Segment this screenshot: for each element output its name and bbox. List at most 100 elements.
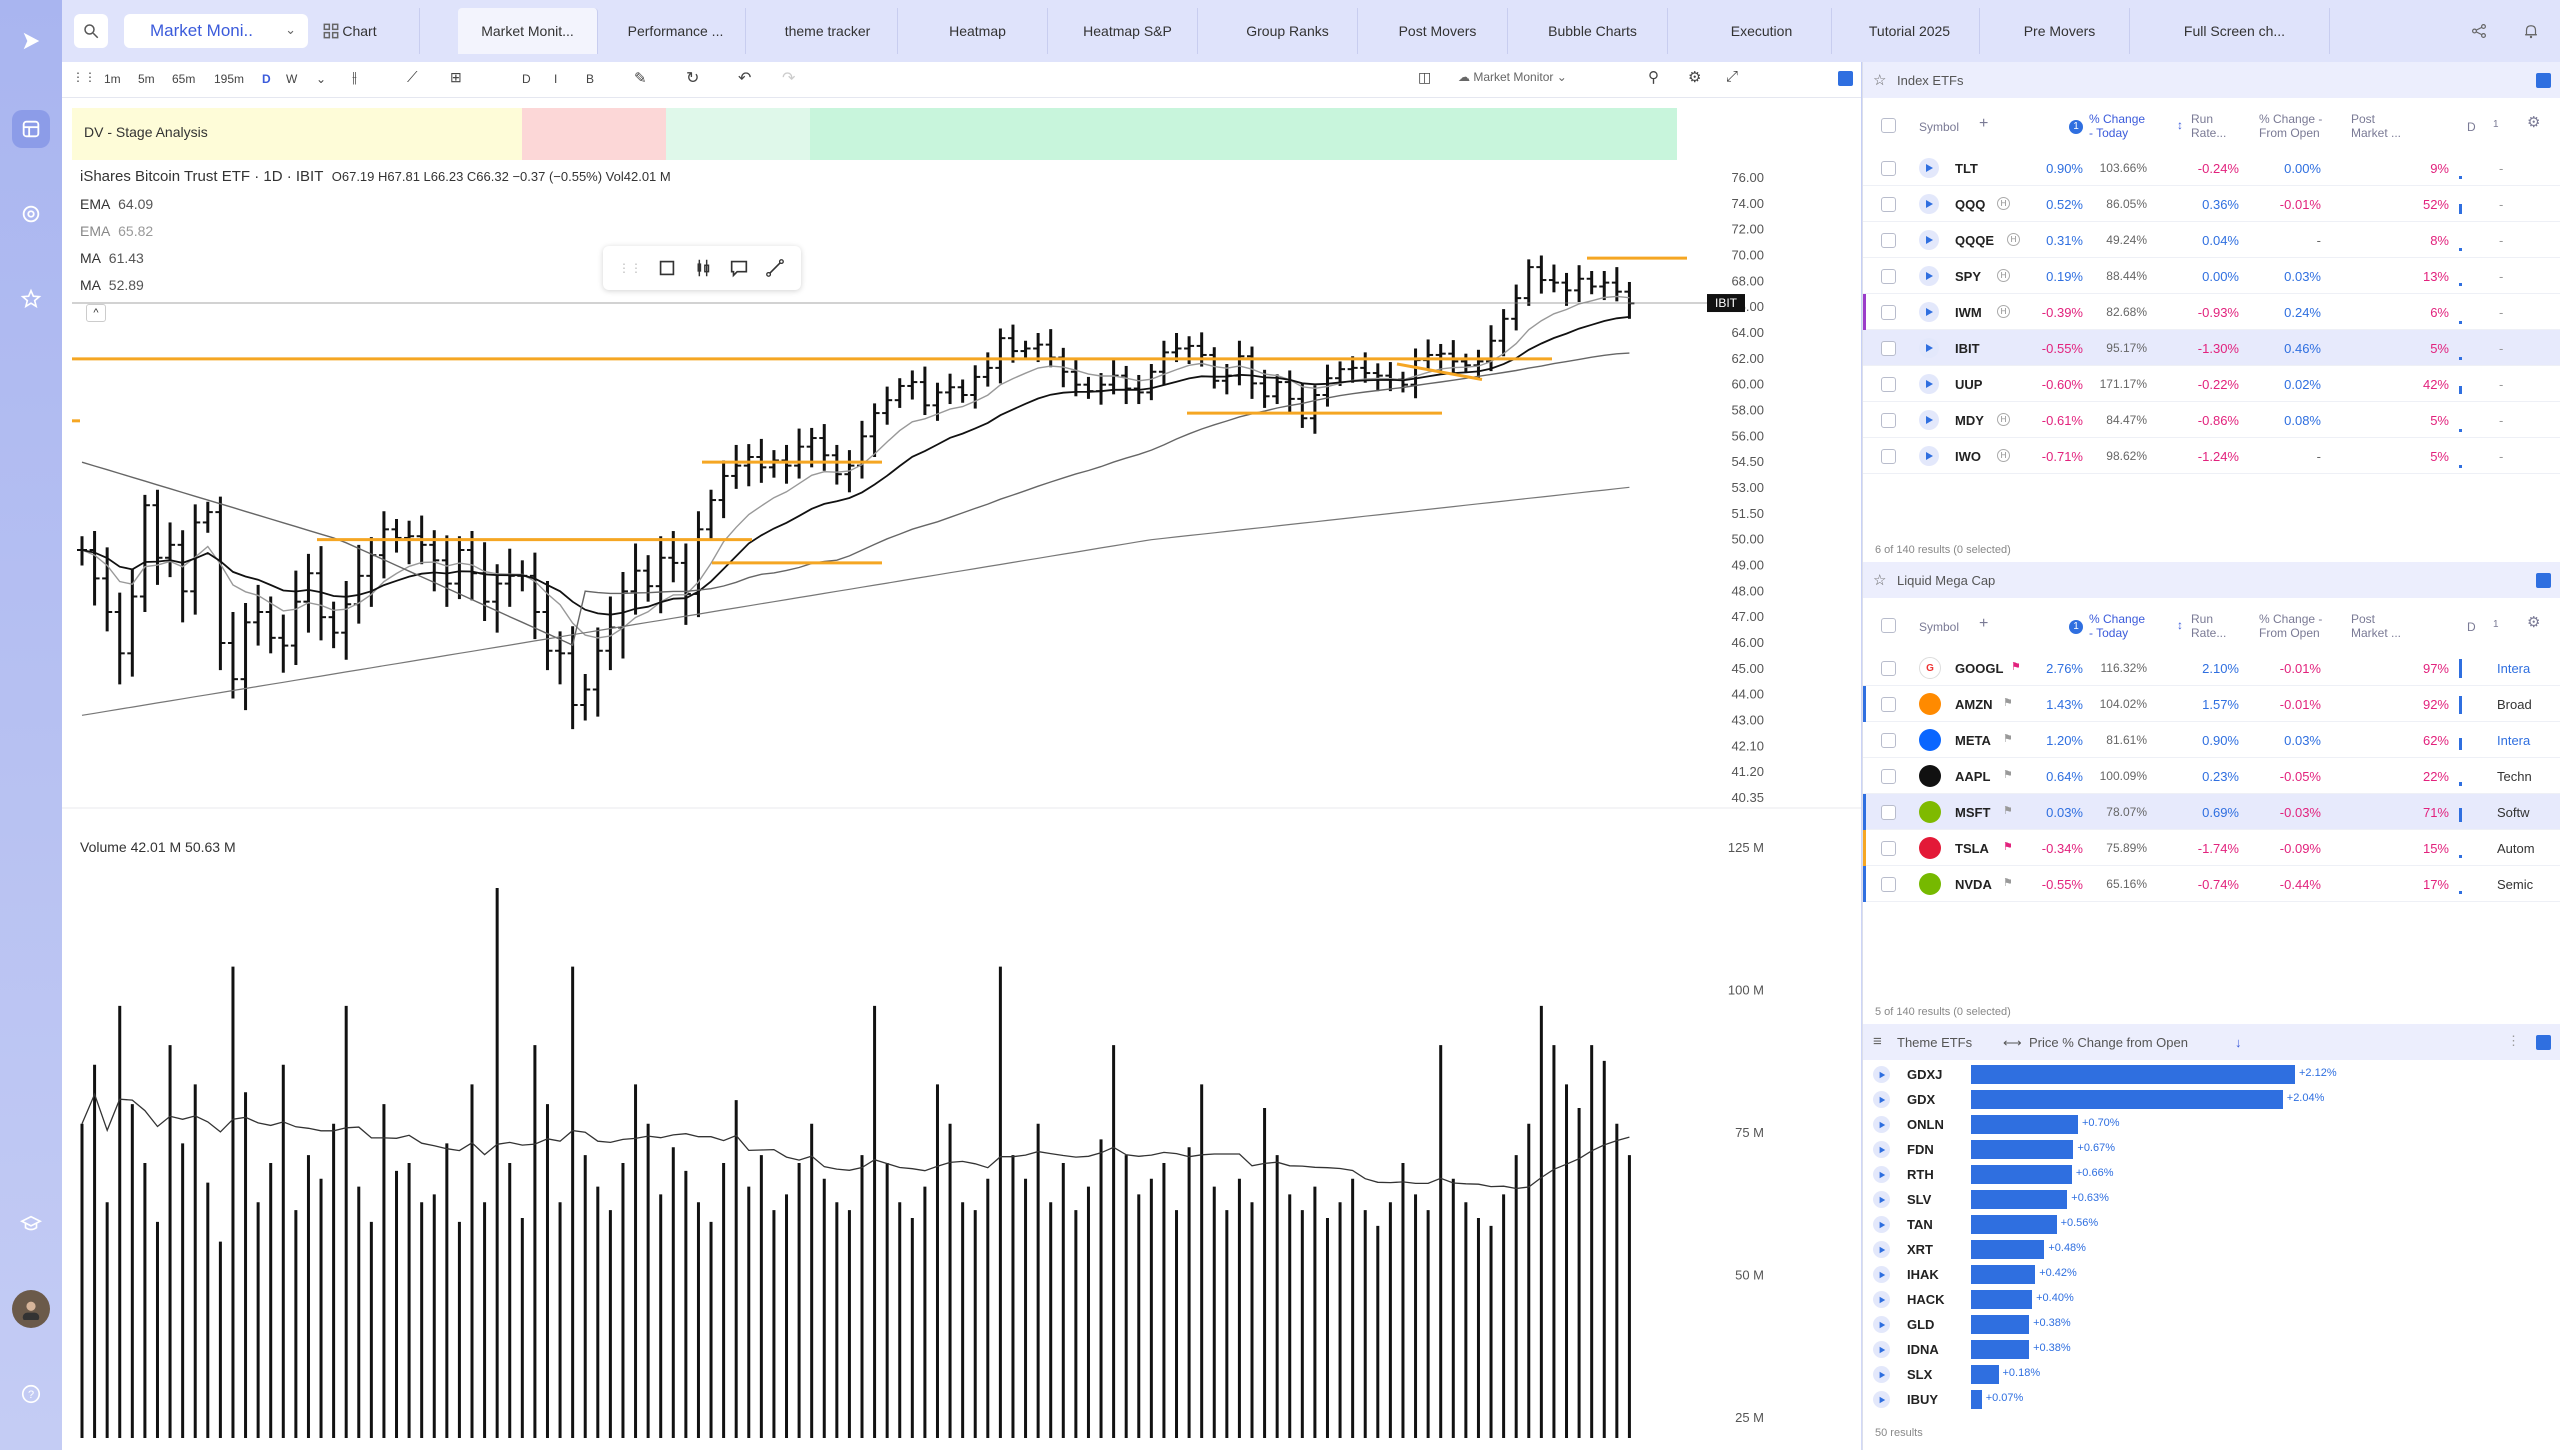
flag-icon[interactable]: ⚑ [2003,769,2013,781]
avatar[interactable] [12,1290,50,1328]
play-icon[interactable] [1873,1391,1890,1408]
watchlist-row[interactable]: TLT 0.90% 103.66% -0.24% 0.00% 9% - [1863,150,2560,186]
themes-metric[interactable]: Price % Change from Open [2029,1035,2188,1050]
interval-65m[interactable]: 65m [172,72,196,86]
col-d[interactable]: D [2467,120,2476,134]
line-chart-icon[interactable]: ⟋ [407,69,418,86]
undo-icon[interactable]: ↶ [738,70,752,87]
play-icon[interactable] [1919,158,1939,178]
play-icon[interactable] [1873,1166,1890,1183]
candle-tool-icon[interactable] [692,257,714,279]
row-checkbox[interactable] [1881,877,1896,892]
panel-color-swatch[interactable] [2536,1035,2551,1050]
watchlist-row[interactable]: TSLA ⚑ -0.34% 75.89% -1.74% -0.09% 15% Autom [1863,830,2560,866]
watchlist-row[interactable]: IWM H -0.39% 82.68% -0.93% 0.24% 6% - [1863,294,2560,330]
col-1[interactable]: 1 [2493,619,2499,630]
theme-row[interactable]: FDN +0.67% [1863,1137,2560,1162]
style-b[interactable]: B [586,72,595,86]
panel-color-swatch[interactable] [2536,573,2551,588]
row-checkbox[interactable] [1881,305,1896,320]
row-checkbox[interactable] [1881,733,1896,748]
interval-5m[interactable]: 5m [138,72,155,86]
tab-post-movers[interactable]: Post Movers [1368,8,1508,54]
col-1[interactable]: 1 [2493,119,2499,130]
tab-chart[interactable]: Chart [300,8,420,54]
interval-d[interactable]: D [262,72,271,86]
row-checkbox[interactable] [1881,413,1896,428]
flag-icon[interactable]: ⚑ [2003,733,2013,745]
star-icon[interactable]: ☆ [1873,572,1887,589]
play-icon[interactable] [1873,1141,1890,1158]
gear-icon[interactable]: ⚙ [1688,69,1702,86]
watchlist-row[interactable]: MSFT ⚑ 0.03% 78.07% 0.69% -0.03% 71% Softw [1863,794,2560,830]
watchlist-row[interactable]: IBIT -0.55% 95.17% -1.30% 0.46% 5% - [1863,330,2560,366]
watchlist-row[interactable]: AMZN ⚑ 1.43% 104.02% 1.57% -0.01% 92% Broad [1863,686,2560,722]
watchlist-row[interactable]: SPY H 0.19% 88.44% 0.00% 0.03% 13% - [1863,258,2560,294]
row-checkbox[interactable] [1881,449,1896,464]
theme-row[interactable]: XRT +0.48% [1863,1237,2560,1262]
gear-icon[interactable]: ⚙ [2527,114,2541,131]
fullscreen-icon[interactable]: ⤢ [1726,68,1739,85]
theme-row[interactable]: GDX +2.04% [1863,1087,2560,1112]
gear-icon[interactable]: ⚙ [2527,614,2541,631]
watchlist-row[interactable]: AAPL ⚑ 0.64% 100.09% 0.23% -0.05% 22% Techn [1863,758,2560,794]
watchlist-row[interactable]: G GOOGL ⚑ 2.76% 116.32% 2.10% -0.01% 97% Intera [1863,650,2560,686]
col-post-market[interactable]: Post Market ... [2351,112,2402,140]
col-run-rate[interactable]: Run Rate... [2191,612,2227,640]
flag-icon[interactable]: ⚑ [2003,841,2013,853]
theme-row[interactable]: ONLN +0.70% [1863,1112,2560,1137]
theme-row[interactable]: SLX +0.18% [1863,1362,2560,1387]
refresh-icon[interactable]: ↻ [686,70,700,87]
play-icon[interactable] [1919,194,1939,214]
play-icon[interactable] [1873,1291,1890,1308]
interval-1m[interactable]: 1m [104,72,121,86]
col-post-market[interactable]: Post Market ... [2351,612,2402,640]
row-checkbox[interactable] [1881,269,1896,284]
tab-heatmap-s-p[interactable]: Heatmap S&P [1058,8,1198,54]
star-icon[interactable]: ☆ [1873,72,1887,89]
play-icon[interactable] [1873,1366,1890,1383]
play-icon[interactable] [1919,446,1939,466]
tab-bubble-charts[interactable]: Bubble Charts [1518,8,1668,54]
play-icon[interactable] [1873,1341,1890,1358]
flag-icon[interactable]: ⚑ [2011,661,2021,673]
comment-tool-icon[interactable] [728,257,750,279]
interval-w[interactable]: W [286,72,298,86]
play-icon[interactable] [1873,1266,1890,1283]
holdings-icon[interactable]: H [1997,449,2010,462]
watchlist-row[interactable]: QQQ H 0.52% 86.05% 0.36% -0.01% 52% - [1863,186,2560,222]
row-checkbox[interactable] [1881,769,1896,784]
play-icon[interactable] [1919,374,1939,394]
play-icon[interactable] [1919,338,1939,358]
tab-performance[interactable]: Performance ... [606,8,746,54]
theme-row[interactable]: GDXJ +2.12% [1863,1062,2560,1087]
watchlist-row[interactable]: UUP -0.60% 171.17% -0.22% 0.02% 42% - [1863,366,2560,402]
app-logo-icon[interactable] [12,22,50,60]
add-symbol-icon[interactable]: + [1979,115,1989,132]
tab-group-ranks[interactable]: Group Ranks [1218,8,1358,54]
tab-theme-tracker[interactable]: theme tracker [758,8,898,54]
theme-row[interactable]: IDNA +0.38% [1863,1337,2560,1362]
drag-handle-icon[interactable]: ⋮⋮ [618,261,642,275]
theme-row[interactable]: TAN +0.56% [1863,1212,2560,1237]
row-checkbox[interactable] [1881,233,1896,248]
flag-icon[interactable]: ⚑ [2003,877,2013,889]
education-icon[interactable] [12,1205,50,1243]
play-icon[interactable] [1873,1241,1890,1258]
holdings-icon[interactable]: H [1997,269,2010,282]
play-icon[interactable] [1873,1316,1890,1333]
theme-row[interactable]: IBUY +0.07% [1863,1387,2560,1412]
col-symbol[interactable]: Symbol [1919,120,1960,134]
style-d[interactable]: D [522,72,531,86]
interval-195m[interactable]: 195m [214,72,245,86]
grid-icon[interactable]: ⊞ [450,69,462,85]
holdings-icon[interactable]: H [1997,413,2010,426]
play-icon[interactable] [1919,230,1939,250]
tab-full-screen-ch[interactable]: Full Screen ch... [2140,8,2330,54]
bell-icon[interactable] [2518,18,2544,44]
drag-handle-icon[interactable]: ⋮⋮ [72,70,96,84]
select-all-checkbox[interactable] [1881,118,1896,133]
pencil-icon[interactable]: ✎ [634,70,647,87]
col-change-open[interactable]: % Change - From Open [2259,112,2323,140]
row-checkbox[interactable] [1881,197,1896,212]
